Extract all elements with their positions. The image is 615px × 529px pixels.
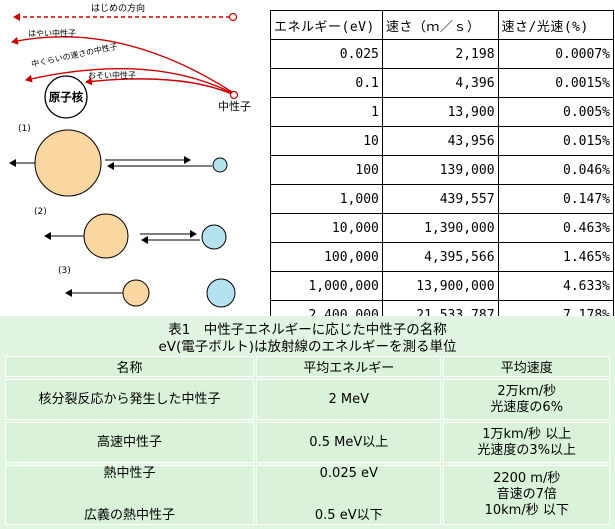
name-cell: 熱中性子 広義の熱中性子 [5,465,255,525]
energy-cell: 100 [270,155,383,185]
case-2-nucleus [83,213,129,259]
speed-cell: 139,000 [381,155,499,185]
ratio-cell: 1.465% [497,242,615,272]
column-header-speed-ratio: 速さ/光速(%) [497,10,615,40]
table-row: 1 13,900 0.005% [270,97,615,127]
case-1-nucleus [34,129,102,197]
case-3-neutron [206,278,236,308]
speed-line: 音速の7倍 [496,487,557,502]
table-row: 1,000 439,557 0.147% [270,184,615,214]
speed-cell: 43,956 [381,126,499,156]
speed-line: 光速度の3%以上 [477,442,577,458]
ratio-cell: 0.015% [497,126,615,156]
neutron-label: 中性子 [218,99,251,113]
table-row: 0.025 2,198 0.0007% [270,39,615,69]
energy-cell: 100,000 [270,242,383,272]
medium-neutron-curve [25,67,233,94]
name-cell: 核分裂反応から発生した中性子 [5,379,255,420]
case-1-label: (1) [18,124,31,134]
speed-line: 2万km/秒 [497,383,557,399]
speed-cell: 13,900 [381,97,499,127]
speed-cell: 439,557 [381,184,499,214]
table-row: 高速中性子 0.5 MeV以上 1万km/秒 以上 光速度の3%以上 [5,422,610,463]
case-2-neutron [201,224,227,250]
initial-direction-label: はじめの方向 [91,2,145,14]
table-subcaption: eV(電子ボルト)は放射線のエネルギーを測る単位 [158,339,457,355]
table-row: 100 139,000 0.046% [270,155,615,185]
table-row: 1,000,000 13,900,000 4.633% [270,271,615,301]
speed-line: 光速度の6% [490,399,564,415]
speed-line: 10km/秒 以下 [484,503,569,518]
ratio-cell: 0.0015% [497,68,615,98]
neutron-name-section: 表1 中性子エネルギーに応じた中性子の名称 eV(電子ボルト)は放射線のエネルギ… [0,316,615,529]
energy-cell: 0.5 MeV以上 [256,422,442,463]
energy-cell: 0.1 [270,68,383,98]
speed-cell: 4,395,566 [381,242,499,272]
column-header-energy: エネルギー(eV) [270,10,383,40]
column-header-name: 名称 [5,356,255,377]
column-header-avg-energy: 平均エネルギー [256,356,442,377]
speed-cell: 1,390,000 [381,213,499,243]
speed-cell: 2200 m/秒 音速の7倍 10km/秒 以下 [443,465,610,525]
table-row: 100,000 4,395,566 1.465% [270,242,615,272]
table-row: 10 43,956 0.015% [270,126,615,156]
nucleus-circle [44,75,88,119]
table-header-row: エネルギー(eV) 速さ（ｍ／ｓ） 速さ/光速(%) [270,10,615,40]
fast-neutron-curve [11,36,233,93]
ratio-cell: 4.633% [497,271,615,301]
speed-cell: 2万km/秒 光速度の6% [443,379,610,420]
energy-cell: 1,000 [270,184,383,214]
ratio-cell: 0.0007% [497,39,615,69]
neutron-name-table: 名称 平均エネルギー 平均速度 核分裂反応から発生した中性子 2 MeV 2万k… [3,354,612,527]
nucleus-label: 原子核 [49,90,84,104]
speed-line: 2200 m/秒 [493,471,561,486]
column-header-speed: 速さ（ｍ／ｓ） [381,10,499,40]
neutron-collision-diagram: はじめの方向 はやい中性子 中くらいの速さの中性子 おそい中性子 中性子 原子核… [9,2,251,308]
energy-cell: 10 [270,126,383,156]
energy-cell: 0.025 [270,39,383,69]
ratio-cell: 0.147% [497,184,615,214]
table-row: 0.1 4,396 0.0015% [270,68,615,98]
name-cell: 高速中性子 [5,422,255,463]
initial-neutron-marker [228,12,238,22]
column-header-avg-speed: 平均速度 [443,356,610,377]
case-1-neutron [212,157,228,173]
speed-cell: 13,900,000 [381,271,499,301]
neutron-marker [229,90,239,100]
speed-cell: 1万km/秒 以上 光速度の3%以上 [443,422,610,463]
ratio-cell: 0.046% [497,155,615,185]
energy-cell: 2 MeV [256,379,442,420]
speed-cell: 2,198 [381,39,499,69]
energy-cell: 0.025 eV 0.5 eV以下 [256,465,442,525]
name-table-header-row: 名称 平均エネルギー 平均速度 [5,356,610,377]
case-2-label: (2) [34,207,47,217]
case-3-nucleus [122,279,150,307]
speed-line: 1万km/秒 以上 [482,426,572,442]
energy-cell: 1 [270,97,383,127]
name-line: 広義の熱中性子 [84,508,176,523]
slow-neutron-label: おそい中性子 [88,70,136,80]
table-row: 核分裂反応から発生した中性子 2 MeV 2万km/秒 光速度の6% [5,379,610,420]
table-caption: 表1 中性子エネルギーに応じた中性子の名称 [168,322,447,338]
table-row: 熱中性子 広義の熱中性子 0.025 eV 0.5 eV以下 2200 m/秒 … [5,465,610,525]
slow-neutron-curve [85,77,233,95]
case-3-label: (3) [58,266,71,276]
name-line: 熱中性子 [103,466,156,481]
ratio-cell: 0.005% [497,97,615,127]
energy-cell: 1,000,000 [270,271,383,301]
fast-neutron-label: はやい中性子 [28,28,76,38]
energy-line: 0.5 eV以下 [314,508,383,523]
ratio-cell: 0.463% [497,213,615,243]
energy-cell: 10,000 [270,213,383,243]
medium-neutron-label: 中くらいの速さの中性子 [30,41,118,69]
table-row: 10,000 1,390,000 0.463% [270,213,615,243]
speed-cell: 4,396 [381,68,499,98]
energy-line: 0.025 eV [319,466,378,481]
energy-speed-table: エネルギー(eV) 速さ（ｍ／ｓ） 速さ/光速(%) 0.025 2,198 0.0… [270,10,615,330]
